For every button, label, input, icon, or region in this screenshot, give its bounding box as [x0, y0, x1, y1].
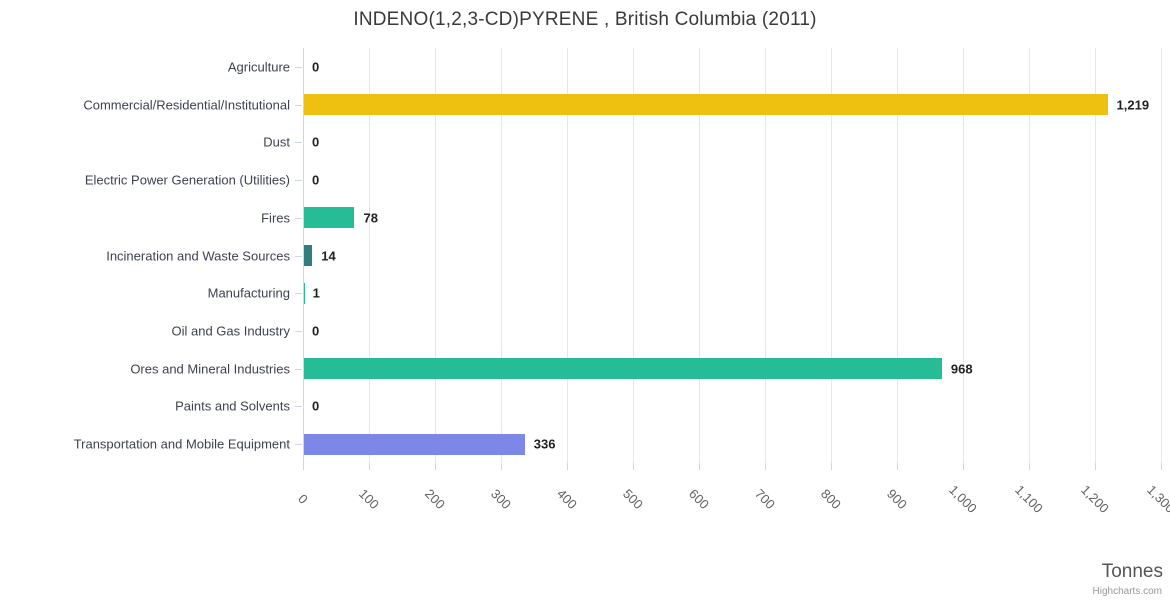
category-label-agriculture: Agriculture	[227, 59, 290, 75]
x-axis-tick	[567, 463, 568, 470]
x-axis-tick-label: 700	[752, 486, 778, 512]
x-axis-tick-label: 500	[620, 486, 646, 512]
category-tick	[295, 66, 302, 68]
gridline-1000	[963, 48, 964, 463]
bar-transportation-and-mobile-equipment[interactable]	[304, 433, 525, 455]
x-axis-tick	[369, 463, 370, 470]
x-axis-tick	[1161, 463, 1162, 470]
chart-title: INDENO(1,2,3-CD)PYRENE , British Columbi…	[353, 9, 817, 30]
category-tick	[295, 293, 302, 295]
gridline-600	[699, 48, 700, 463]
x-axis-tick-label: 900	[884, 486, 910, 512]
category-label-dust: Dust	[263, 134, 290, 150]
gridline-1200	[1095, 48, 1096, 463]
x-axis-tick	[765, 463, 766, 470]
x-axis-tick-label: 1,300	[1144, 482, 1170, 516]
x-axis-tick	[303, 463, 304, 470]
category-tick	[295, 255, 302, 257]
y-axis-line	[303, 48, 304, 463]
x-axis-tick-label: 800	[818, 486, 844, 512]
x-axis-tick-label: 1,000	[946, 482, 980, 516]
category-label-commercial-residential-institutional: Commercial/Residential/Institutional	[83, 97, 290, 113]
x-axis-tick	[1095, 463, 1096, 470]
gridline-200	[435, 48, 436, 463]
category-label-oil-and-gas-industry: Oil and Gas Industry	[171, 323, 291, 339]
data-label-incineration-and-waste-sources: 14	[321, 248, 336, 263]
data-label-transportation-and-mobile-equipment: 336	[533, 436, 556, 452]
data-label-dust: 0	[312, 134, 320, 150]
bar-commercial-residential-institutional[interactable]	[304, 94, 1108, 116]
data-label-paints-and-solvents: 0	[312, 398, 320, 414]
gridline-700	[765, 48, 766, 463]
category-tick	[295, 330, 302, 332]
category-tick	[295, 180, 302, 182]
x-axis-title: Tonnes	[1101, 561, 1163, 582]
bar-incineration-and-waste-sources[interactable]	[304, 245, 313, 266]
category-tick	[295, 368, 302, 370]
x-axis-tick	[831, 463, 832, 470]
x-axis-tick-label: 100	[356, 486, 382, 512]
gridline-100	[369, 48, 370, 463]
gridline-400	[567, 48, 568, 463]
x-axis-tick	[963, 463, 964, 470]
x-axis-tick-label: 1,200	[1078, 482, 1112, 516]
highcharts-credit-link[interactable]: Highcharts.com	[1092, 586, 1162, 597]
x-axis-tick-label: 200	[422, 486, 448, 512]
data-label-manufacturing: 1	[312, 285, 320, 301]
bar-ores-and-mineral-industries[interactable]	[304, 358, 942, 380]
category-tick	[295, 444, 302, 446]
data-label-commercial-residential-institutional: 1,219	[1116, 97, 1150, 113]
category-tick	[295, 217, 302, 219]
category-label-ores-and-mineral-industries: Ores and Mineral Industries	[130, 361, 290, 377]
x-axis-tick	[435, 463, 436, 470]
category-tick	[295, 104, 302, 106]
x-axis-tick-label: 300	[488, 486, 514, 512]
data-label-agriculture: 0	[312, 59, 320, 75]
x-axis-tick-label: 400	[554, 486, 580, 512]
x-axis-tick	[1029, 463, 1030, 470]
x-axis-tick-label: 0	[295, 491, 311, 507]
category-label-incineration-and-waste-sources: Incineration and Waste Sources	[106, 248, 290, 263]
x-axis-tick-label: 600	[686, 486, 712, 512]
gridline-1300	[1161, 48, 1162, 463]
x-axis-tick	[699, 463, 700, 470]
gridline-1100	[1029, 48, 1030, 463]
x-axis-tick	[501, 463, 502, 470]
data-label-ores-and-mineral-industries: 968	[950, 361, 973, 377]
gridline-800	[831, 48, 832, 463]
gridline-300	[501, 48, 502, 463]
x-axis-tick	[897, 463, 898, 470]
category-label-fires: Fires	[261, 210, 290, 226]
category-tick	[295, 406, 302, 408]
data-label-electric-power-generation-utilities: 0	[312, 172, 320, 188]
gridline-500	[633, 48, 634, 463]
gridline-900	[897, 48, 898, 463]
bar-manufacturing[interactable]	[304, 282, 305, 304]
x-axis-tick-label: 1,100	[1012, 482, 1046, 516]
data-label-fires: 78	[363, 210, 378, 226]
category-label-paints-and-solvents: Paints and Solvents	[175, 398, 290, 414]
category-tick	[295, 142, 302, 144]
category-label-transportation-and-mobile-equipment: Transportation and Mobile Equipment	[73, 436, 290, 452]
category-label-manufacturing: Manufacturing	[207, 285, 290, 301]
category-label-electric-power-generation-utilities: Electric Power Generation (Utilities)	[84, 172, 290, 188]
data-label-oil-and-gas-industry: 0	[312, 323, 320, 339]
x-axis-tick	[633, 463, 634, 470]
bar-fires[interactable]	[304, 207, 355, 229]
